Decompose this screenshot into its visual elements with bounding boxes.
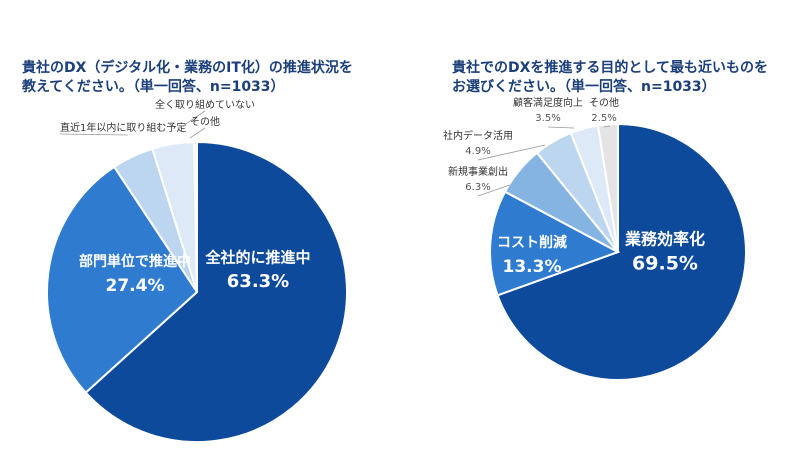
slice-label: 直近1年以内に取り組む予定 <box>60 121 186 134</box>
value-label: 27.4% <box>106 276 165 296</box>
value-label: 3.5% <box>535 113 560 124</box>
value-label: 69.5% <box>632 253 698 275</box>
chart-title: お選びください。（単一回答、n=1033） <box>452 78 716 95</box>
slice-label: 社内データ活用 <box>443 129 513 142</box>
slice-label: 顧客満足度向上 <box>513 96 583 109</box>
leader-line <box>59 133 129 136</box>
value-label: 4.9% <box>465 146 490 157</box>
slice-label: コスト削減 <box>497 234 567 251</box>
slice-label: 新規事業創出 <box>448 165 508 178</box>
pie-slice <box>46 165 199 395</box>
slice-label: 業務効率化 <box>624 230 705 249</box>
leader-line <box>179 110 206 129</box>
leader-line <box>603 125 611 128</box>
pie-slice <box>489 190 621 297</box>
chart-title: 貴社のDX（デジタル化・業務のIT化）の推進状況を <box>22 59 353 76</box>
pie-slice <box>496 122 747 381</box>
leader-line <box>547 126 575 129</box>
chart-title: 教えてください。（単一回答、n=1033） <box>22 78 285 95</box>
value-label: 2.5% <box>591 113 616 124</box>
value-label: 13.3% <box>503 257 562 277</box>
pie-slice <box>193 140 198 293</box>
value-label: 6.3% <box>465 182 490 193</box>
slice-label: 部門単位で推進中 <box>79 253 191 270</box>
slice-label: その他 <box>190 115 220 128</box>
slice-label: 全く取り組めていない <box>155 98 255 111</box>
pie-slice <box>84 140 348 443</box>
leader-line <box>477 184 511 197</box>
leader-line <box>477 144 546 161</box>
leader-line <box>189 127 206 139</box>
pie-slice <box>596 122 619 253</box>
value-label: 63.3% <box>227 271 289 292</box>
slice-label: 全社的に推進中 <box>204 249 310 267</box>
chart-title: 貴社でのDXを推進する目的として最も近いものを <box>452 59 768 76</box>
slice-label: その他 <box>589 96 619 109</box>
